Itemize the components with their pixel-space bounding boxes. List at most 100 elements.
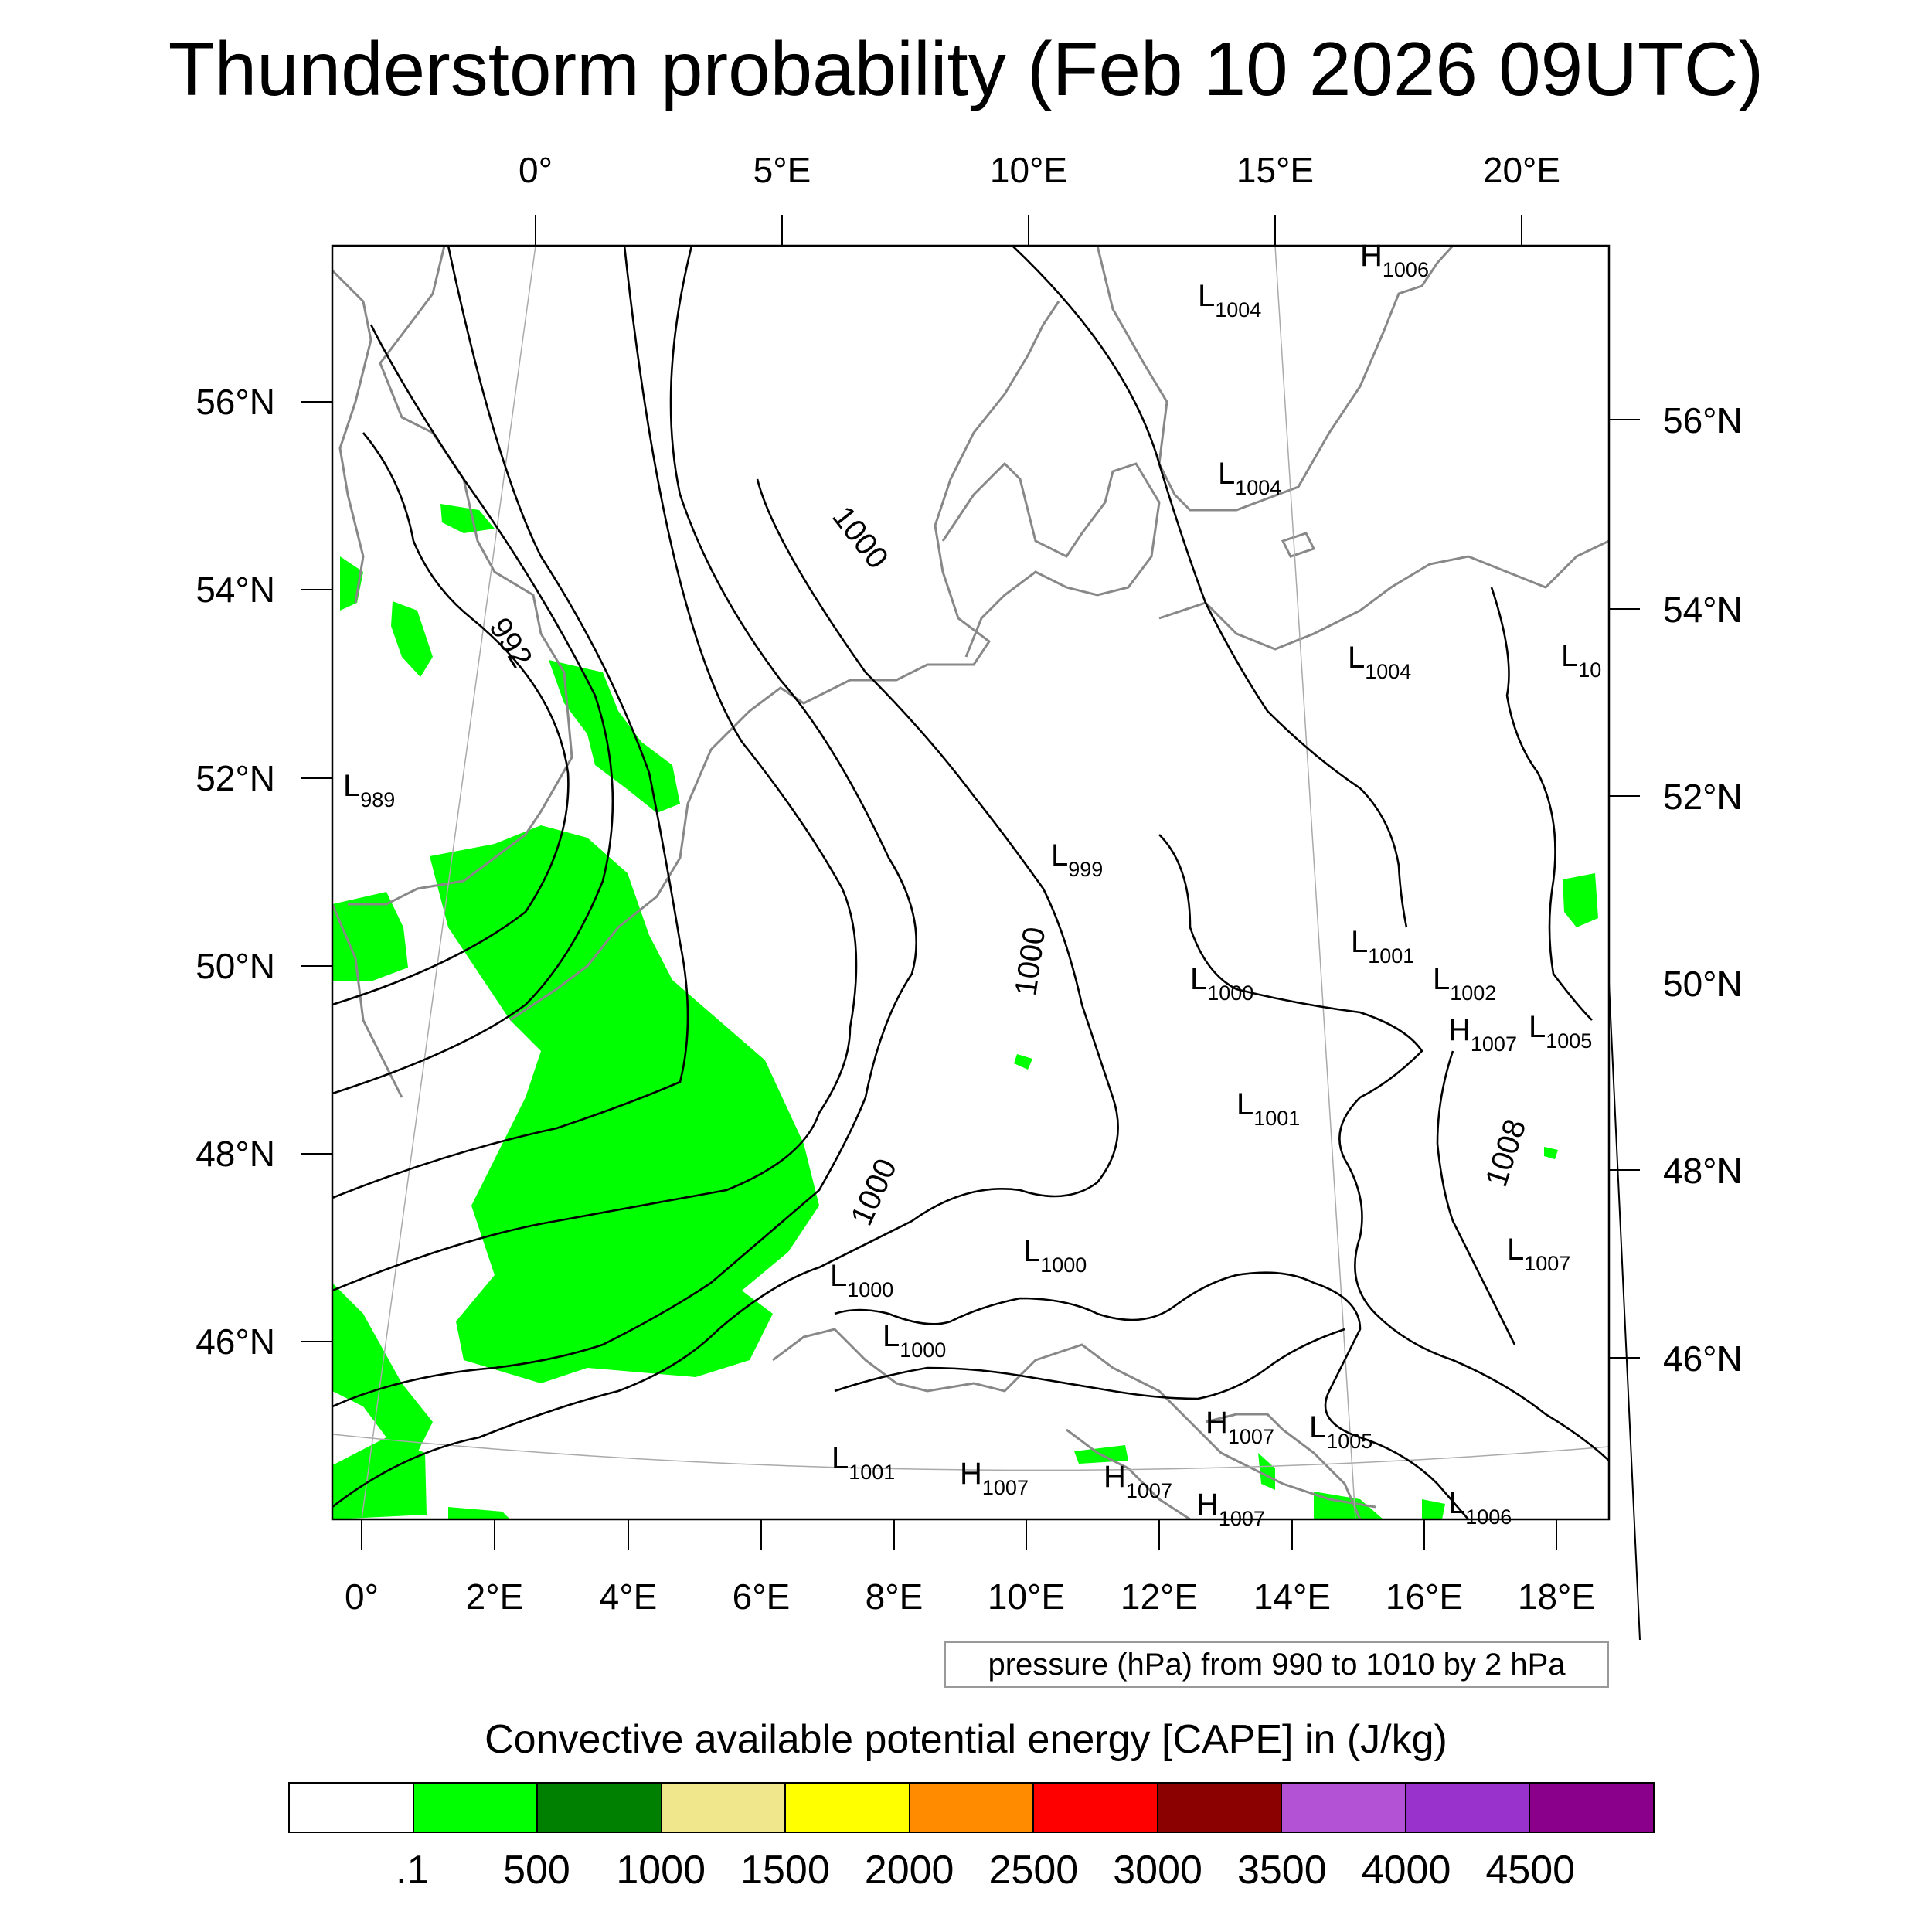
isobar-label-992: 992 (482, 612, 539, 674)
colorbar-swatch (910, 1784, 1035, 1832)
map-title: Thunderstorm probability (Feb 10 2026 09… (168, 26, 1764, 111)
lon-label-bottom: 18°E (1518, 1577, 1595, 1617)
coast-adriatic (1205, 1413, 1362, 1519)
lon-label-bottom: 14°E (1253, 1577, 1331, 1617)
cape-area-ne (1544, 1147, 1558, 1159)
coast-uk-east (348, 246, 573, 906)
lon-label-bottom: 0° (345, 1577, 379, 1617)
lon-label-top: 10°E (990, 150, 1067, 190)
cape-area-brittany (332, 892, 408, 981)
colorbar-swatch (1530, 1784, 1654, 1832)
lon-label-top: 20°E (1483, 150, 1560, 190)
isobar-label-1008: 1008 (1479, 1115, 1532, 1191)
cape-area-italy-south (1422, 1499, 1445, 1519)
bottom-lon-labels: 0° 2°E 4°E 6°E 8°E 10°E 12°E 14°E 16°E 1… (345, 1577, 1595, 1617)
lon-label-top: 5°E (753, 150, 811, 190)
colorbar-swatch (290, 1784, 414, 1832)
right-lat-labels: 56°N 54°N 52°N 50°N 48°N 46°N (1663, 400, 1743, 1379)
lat-label-left: 46°N (196, 1321, 275, 1362)
colorbar-swatch (1282, 1784, 1406, 1832)
pressure-center: L10 (1561, 639, 1601, 682)
pressure-center: L1000 (830, 1259, 893, 1301)
coast-uk-west (332, 269, 372, 604)
lon-label-bottom: 4°E (600, 1577, 658, 1617)
cape-area-ireland-sea (440, 504, 495, 533)
pressure-center: L989 (343, 769, 395, 811)
lon-label-bottom: 8°E (866, 1577, 923, 1617)
pressure-center: L1000 (883, 1319, 946, 1362)
lon-label-top: 0° (519, 150, 553, 190)
pressure-center: L1001 (1236, 1087, 1300, 1130)
pressure-center: L1002 (1433, 962, 1496, 1005)
right-ticks (1608, 419, 1641, 1641)
cape-area-north-sea (549, 660, 680, 813)
pressure-center: H1007 (960, 1457, 1029, 1499)
colorbar-swatch (786, 1784, 910, 1832)
colorbar-swatch (662, 1784, 787, 1832)
colorbar-label: 4000 (1361, 1848, 1451, 1893)
pressure-center: L1001 (832, 1441, 895, 1484)
colorbar-label: 1500 (740, 1848, 830, 1893)
colorbar-label: 3500 (1236, 1848, 1327, 1893)
colorbar (288, 1782, 1655, 1833)
coast-med (772, 1328, 1376, 1509)
lat-label-left: 56°N (196, 382, 275, 422)
pressure-center: L1004 (1218, 457, 1281, 499)
pressure-center: L1005 (1529, 1010, 1592, 1053)
cape-area-med (448, 1507, 510, 1519)
colorbar-label: 1000 (616, 1848, 706, 1893)
lon-label-bottom: 16°E (1386, 1577, 1463, 1617)
cape-area-channel (391, 601, 433, 677)
lat-label-left: 50°N (196, 946, 275, 986)
colorbar-swatch (1406, 1784, 1531, 1832)
pressure-center: H1007 (1104, 1460, 1172, 1502)
coast-gotland (1281, 532, 1316, 558)
coastlines (332, 246, 1609, 1519)
pressure-center: L1000 (1023, 1234, 1087, 1277)
pressure-centers: H1006 L1004 L1004 L1004 L10 L989 L999 L1… (343, 239, 1601, 1530)
isobar-label-1000-a: 1000 (825, 500, 894, 575)
lon-label-bottom: 12°E (1121, 1577, 1198, 1617)
pressure-center: L1004 (1348, 641, 1411, 683)
lat-label-left: 48°N (196, 1134, 275, 1174)
lon-label-bottom: 10°E (988, 1577, 1065, 1617)
lon-label-top: 15°E (1236, 150, 1314, 190)
colorbar-label: 3000 (1113, 1848, 1202, 1893)
coast-denmark (941, 461, 1161, 658)
isobar-label-1000-c: 1000 (845, 1154, 903, 1230)
lat-label-right: 48°N (1663, 1151, 1743, 1191)
pressure-center: H1007 (1206, 1406, 1274, 1448)
colorbar-label: 2000 (864, 1848, 954, 1893)
lat-label-right: 54°N (1663, 590, 1743, 630)
isobars (332, 246, 1609, 1519)
colorbar-swatch (413, 1784, 539, 1832)
pressure-center: L999 (1051, 838, 1103, 881)
pressure-note: pressure (hPa) from 990 to 1010 by 2 hPa (944, 1641, 1609, 1688)
colorbar-swatch (1034, 1784, 1158, 1832)
pressure-center: H1007 (1448, 1013, 1517, 1056)
colorbar-label: 2500 (988, 1848, 1079, 1893)
bottom-ticks (361, 1519, 1557, 1550)
lon-label-bottom: 2°E (466, 1577, 524, 1617)
coast-biscay (332, 903, 403, 1098)
coast-sweden (1096, 246, 1454, 512)
lat-label-right: 46°N (1663, 1338, 1743, 1379)
pressure-center: H1006 (1360, 239, 1429, 281)
lat-label-left: 54°N (196, 570, 275, 610)
graticule (332, 246, 1609, 1519)
lat-label-right: 52°N (1663, 777, 1743, 817)
pressure-center: H1007 (1196, 1488, 1265, 1530)
left-ticks (301, 401, 332, 1342)
top-lon-labels: 0° 5°E 10°E 15°E 20°E (519, 150, 1560, 190)
colorbar-swatch (1158, 1784, 1283, 1832)
isobar-label-1000-b: 1000 (1009, 925, 1052, 998)
colorbar-label: 500 (503, 1848, 570, 1893)
colorbar-label: 4500 (1485, 1848, 1576, 1893)
map-frame (331, 244, 1611, 1521)
coast-italy (1066, 1428, 1191, 1519)
lat-label-right: 50°N (1663, 964, 1743, 1004)
left-lat-labels: 56°N 54°N 52°N 50°N 48°N 46°N (196, 382, 275, 1362)
coast-continent (509, 301, 1060, 1022)
pressure-center: L1006 (1448, 1486, 1512, 1529)
